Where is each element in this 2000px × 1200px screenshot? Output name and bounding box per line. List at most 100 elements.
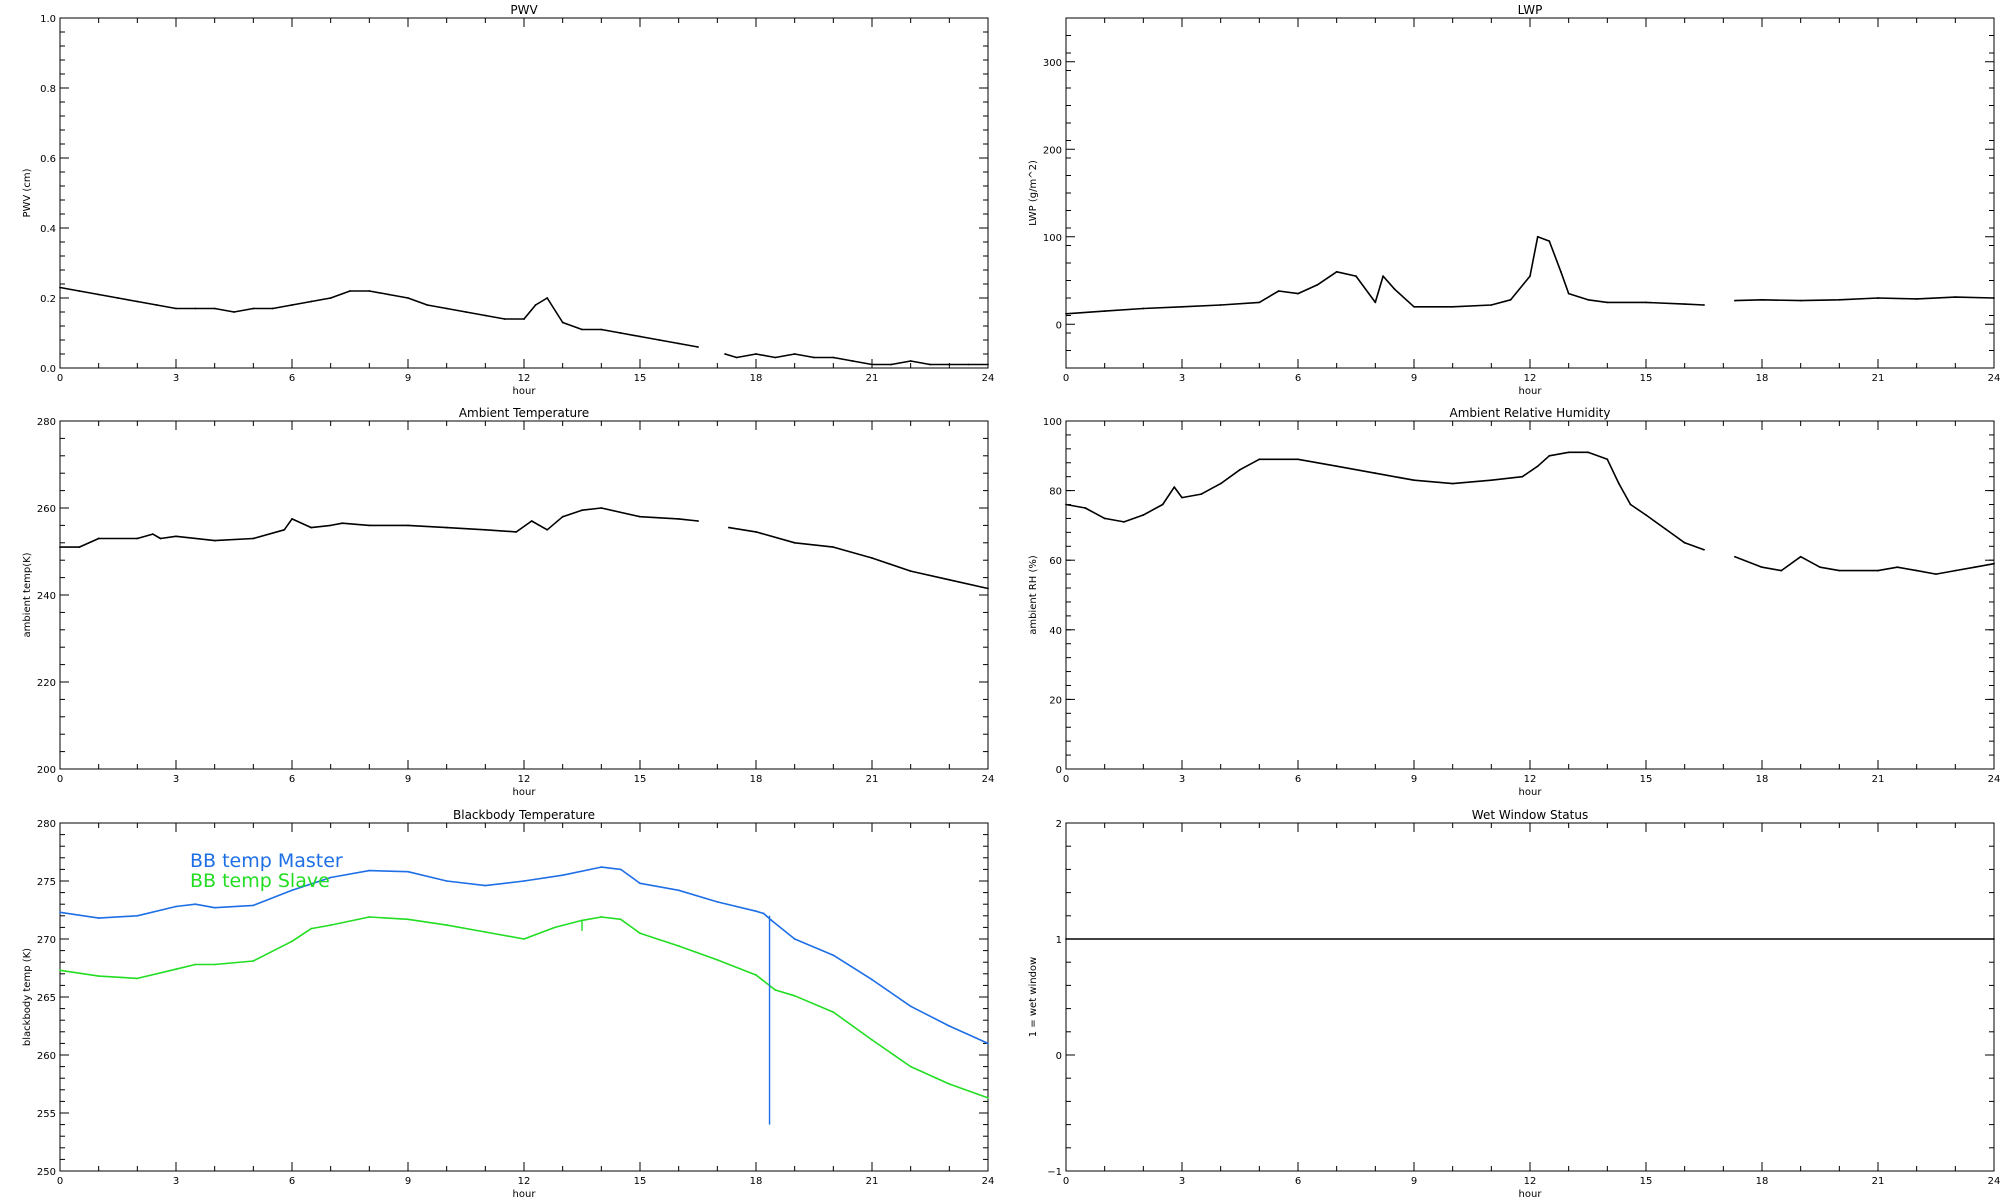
data-series-point bbox=[310, 300, 313, 303]
data-series-point bbox=[515, 531, 518, 533]
x-tick-label: 0 bbox=[57, 774, 63, 785]
plot-frame bbox=[1065, 17, 1995, 369]
y-tick-label: 200 bbox=[1043, 145, 1062, 156]
x-tick-label: 6 bbox=[1295, 373, 1301, 384]
data-series-point bbox=[484, 314, 487, 317]
y-tick-label: 0.8 bbox=[40, 84, 56, 95]
data-series-point bbox=[697, 520, 699, 522]
series-bb-temp-master-point bbox=[291, 889, 293, 892]
x-tick-label: 9 bbox=[1411, 1176, 1417, 1187]
legend-bb-temp-slave: BB temp Slave bbox=[190, 870, 330, 892]
y-tick-label: 280 bbox=[37, 819, 56, 830]
data-series-point bbox=[1335, 465, 1338, 468]
series-bb-temp-slave-point bbox=[774, 989, 777, 991]
data-series-point bbox=[1374, 472, 1377, 475]
y-tick-label: 0.6 bbox=[40, 154, 56, 165]
series-bb-temp-master-point bbox=[755, 910, 757, 913]
chart-panel-blackbody-temperature: Blackbody Temperature hour blackbody temp … bbox=[22, 808, 994, 1200]
x-tick-label: 3 bbox=[173, 774, 179, 785]
x-tick-label: 15 bbox=[1640, 1176, 1653, 1187]
x-tick-label: 24 bbox=[982, 373, 995, 384]
series-bb-temp-master-point bbox=[407, 870, 409, 873]
series-bb-temp-slave-point bbox=[554, 926, 556, 929]
data-series-point bbox=[97, 537, 100, 540]
x-axis-label: hour bbox=[513, 386, 537, 397]
x-tick-label: 9 bbox=[405, 373, 411, 384]
data-series-point bbox=[561, 321, 564, 324]
data-series-point bbox=[368, 290, 371, 292]
data-series-point bbox=[948, 578, 951, 581]
data-series-point bbox=[1896, 566, 1899, 569]
data-series-point bbox=[735, 356, 738, 359]
series-bb-temp-master-point bbox=[136, 914, 139, 917]
y-axis-label: 1 = wet window bbox=[1028, 957, 1039, 1037]
data-series-point bbox=[639, 335, 641, 338]
data-series-point bbox=[484, 528, 487, 531]
x-tick-label: 0 bbox=[57, 373, 63, 384]
data-series-point bbox=[1413, 305, 1415, 308]
y-tick-label: 0 bbox=[1056, 320, 1062, 331]
data-series-point bbox=[1993, 297, 1995, 299]
y-tick-label: 250 bbox=[37, 1167, 56, 1178]
data-series-point bbox=[1664, 527, 1667, 530]
data-series-point bbox=[1915, 569, 1918, 572]
data-series-point bbox=[530, 520, 533, 522]
series-bb-temp-slave-point bbox=[639, 932, 641, 935]
data-series-point bbox=[1629, 503, 1632, 506]
data-series-point bbox=[349, 290, 351, 292]
series-bb-temp-master-point bbox=[871, 978, 873, 981]
data-series-point bbox=[78, 290, 81, 292]
data-series-point bbox=[503, 318, 506, 320]
series-bb-temp-master-point bbox=[97, 917, 100, 920]
data-series-point bbox=[1142, 514, 1145, 516]
data-series-point bbox=[1065, 312, 1067, 315]
series-bb-temp-slave-point bbox=[368, 916, 371, 918]
data-series-point bbox=[136, 300, 139, 303]
data-series-point bbox=[1954, 569, 1957, 572]
y-tick-label: 100 bbox=[1043, 417, 1062, 428]
data-series-point bbox=[909, 570, 912, 572]
data-series-point bbox=[136, 537, 139, 540]
data-series-point bbox=[368, 524, 371, 527]
series-bb-temp-master-point bbox=[762, 912, 765, 915]
data-series-point bbox=[724, 353, 726, 355]
data-series-point bbox=[1819, 566, 1821, 569]
data-series-point bbox=[697, 346, 699, 348]
y-axis-label: LWP (g/m^2) bbox=[1028, 160, 1039, 226]
x-tick-label: 9 bbox=[405, 1176, 411, 1187]
data-series-point bbox=[97, 293, 100, 296]
series-bb-temp-slave-point bbox=[832, 1011, 835, 1013]
series-bb-temp-slave-point bbox=[677, 945, 680, 947]
x-tick-label: 3 bbox=[173, 373, 179, 384]
chart-panel-ambient-relative-humidity: Ambient Relative Humidity hour ambient RH … bbox=[1028, 406, 2000, 798]
y-tick-label: 1 bbox=[1056, 935, 1062, 946]
x-tick-label: 6 bbox=[1295, 1176, 1301, 1187]
data-series-point bbox=[1799, 299, 1802, 302]
data-series-point bbox=[117, 297, 119, 299]
data-series-point bbox=[1954, 296, 1957, 299]
series-bb-temp-slave-point bbox=[97, 975, 100, 978]
data-series-point bbox=[1915, 297, 1918, 300]
x-tick-label: 18 bbox=[1756, 774, 1769, 785]
data-series-point bbox=[1161, 503, 1164, 506]
y-tick-label: 220 bbox=[37, 678, 56, 689]
data-series-point bbox=[871, 363, 873, 366]
x-tick-label: 24 bbox=[1988, 774, 2000, 785]
data-series-point bbox=[929, 363, 931, 366]
data-series-point bbox=[534, 304, 537, 306]
x-tick-label: 12 bbox=[1524, 1176, 1537, 1187]
series-bb-temp-slave-point bbox=[987, 1097, 989, 1099]
data-series-point bbox=[291, 304, 293, 306]
series-bb-temp-slave-point bbox=[194, 963, 197, 966]
data-series-point bbox=[329, 297, 332, 299]
data-series-point bbox=[1993, 938, 1995, 940]
data-series-line bbox=[728, 526, 989, 590]
data-series-point bbox=[175, 535, 177, 538]
series-bb-temp-slave-point bbox=[484, 931, 487, 933]
data-series-point bbox=[1529, 275, 1531, 278]
series-bb-temp-slave-point bbox=[871, 1039, 873, 1041]
data-series-point bbox=[1451, 305, 1454, 308]
data-series-point bbox=[755, 353, 757, 355]
chart-panel-wet-window-status: Wet Window Status hour 1 = wet window 0 3 6 9 1… bbox=[1028, 808, 2000, 1200]
x-tick-label: 21 bbox=[866, 373, 879, 384]
